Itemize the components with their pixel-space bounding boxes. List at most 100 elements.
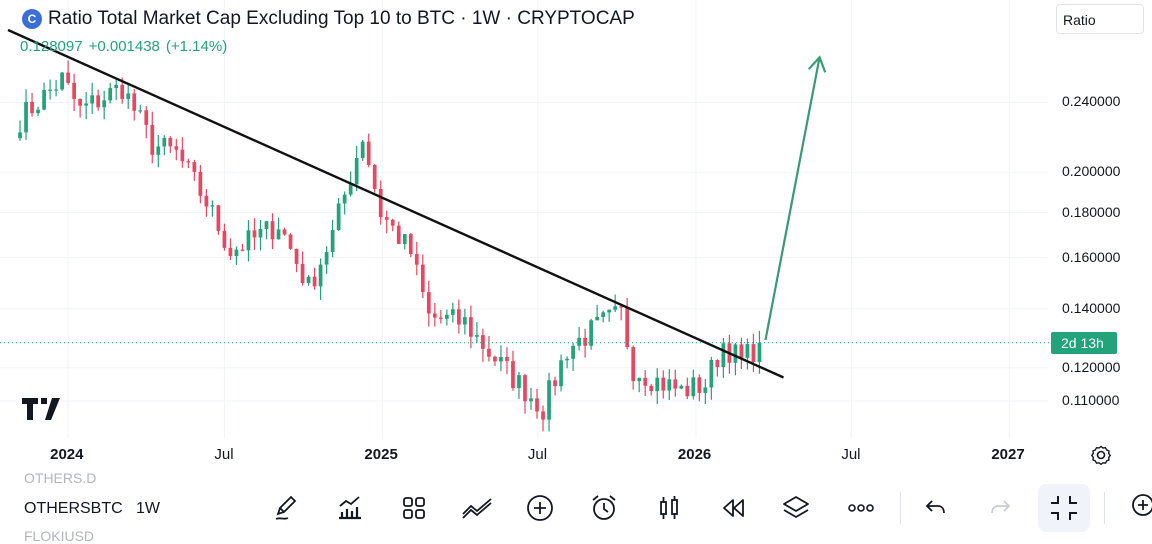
candle-body (168, 137, 173, 147)
candle-body (511, 361, 515, 389)
candle-body (156, 146, 161, 155)
chart-area[interactable]: C Ratio Total Market Cap Excluding Top 1… (0, 0, 1152, 470)
x-tick-label: 2025 (364, 446, 398, 463)
candle-body (613, 306, 618, 310)
x-tick-label: Jul (214, 446, 234, 463)
candle-body (72, 82, 76, 99)
grid-icon[interactable] (396, 490, 432, 526)
candle-body (529, 398, 533, 402)
candle-body (120, 84, 125, 99)
candle-body (318, 264, 323, 287)
price-change-percent: (+1.14%) (165, 38, 228, 55)
candle-body (709, 359, 714, 388)
candle-body (54, 89, 58, 91)
candles-icon[interactable] (651, 490, 687, 526)
candle-body (655, 377, 660, 392)
candle-body (457, 309, 461, 325)
symbol-logo-icon: C (22, 9, 42, 29)
candle-body (577, 337, 581, 346)
x-tick-label: 2027 (991, 446, 1025, 463)
candle-body (252, 230, 257, 238)
undo-icon[interactable] (918, 490, 954, 526)
candle-body (505, 357, 509, 362)
candle-body (661, 377, 666, 391)
layers-icon[interactable] (778, 490, 814, 526)
candle-body (240, 249, 245, 251)
candle-body (601, 312, 606, 317)
add-alert-icon[interactable] (1122, 490, 1152, 526)
interval-selector[interactable]: 1W (136, 500, 160, 517)
candle-body (396, 225, 401, 244)
candle-body (162, 137, 167, 147)
toolbar-divider (900, 492, 901, 524)
candle-body (523, 375, 527, 402)
y-tick-label: 0.240000 (1062, 93, 1121, 110)
candle-body (619, 306, 624, 308)
candle-body (348, 184, 353, 195)
more-icon[interactable] (843, 490, 879, 526)
candle-body (108, 88, 113, 101)
candle-body (192, 162, 197, 172)
settings-icon[interactable] (1090, 444, 1112, 466)
candle-body (264, 221, 269, 229)
symbol-selector[interactable]: OTHERSBTC (24, 500, 123, 517)
price-chart[interactable] (0, 0, 1152, 470)
candle-body (721, 343, 726, 368)
candle-body (222, 230, 227, 248)
candle-body (643, 377, 648, 386)
candle-body (649, 385, 654, 392)
scale-mode-button[interactable]: Ratio (1056, 4, 1144, 34)
compare-icon[interactable] (460, 490, 496, 526)
candle-body (595, 316, 599, 321)
candle-body (487, 348, 491, 357)
candle-body (312, 276, 317, 287)
candle-body (517, 375, 521, 389)
candle-body (625, 307, 630, 348)
candle-body (499, 357, 503, 362)
candle-body (667, 379, 672, 391)
replay-icon[interactable] (715, 490, 751, 526)
candle-body (216, 205, 221, 231)
candle-body (493, 356, 497, 362)
add-icon[interactable] (522, 490, 558, 526)
alarm-icon[interactable] (586, 490, 622, 526)
candle-body (306, 276, 311, 283)
candle-body (739, 344, 744, 358)
candle-body (547, 380, 551, 420)
candle-body (174, 146, 179, 150)
candle-body (48, 89, 52, 91)
watchlist-next-symbol[interactable]: FLOKIUSD (24, 528, 95, 544)
candle-body (378, 189, 383, 218)
candle-body (414, 254, 419, 265)
candle-body (138, 110, 143, 112)
y-tick-label: 0.120000 (1062, 358, 1121, 375)
candle-body (475, 335, 479, 337)
price-change: +0.001438 (88, 38, 160, 55)
candle-body (300, 263, 305, 283)
candle-body (565, 358, 569, 361)
candle-body (535, 398, 539, 412)
candle-body (589, 320, 593, 346)
y-tick-label: 0.160000 (1062, 248, 1121, 265)
projection-arrow (764, 57, 821, 341)
last-price: 0.128097 (20, 38, 83, 55)
candle-body (288, 234, 293, 249)
chart-header: C Ratio Total Market Cap Excluding Top 1… (22, 8, 635, 30)
candle-body (186, 161, 191, 163)
fullscreen-exit-button[interactable] (1038, 484, 1090, 532)
candle-body (733, 344, 738, 363)
chart-title: Ratio Total Market Cap Excluding Top 10 … (48, 8, 635, 29)
indicators-icon[interactable] (332, 490, 368, 526)
candle-body (757, 342, 762, 363)
pencil-icon[interactable] (268, 490, 304, 526)
redo-icon[interactable] (982, 490, 1018, 526)
y-tick-label: 0.180000 (1062, 203, 1121, 220)
trendline (7, 28, 784, 379)
candle-body (426, 292, 431, 314)
candle-body (384, 217, 389, 220)
candle-body (553, 380, 557, 387)
candle-body (469, 317, 473, 337)
watchlist-prev-symbol[interactable]: OTHERS.D (24, 470, 97, 486)
candle-body (102, 100, 107, 108)
candle-body (342, 194, 347, 204)
